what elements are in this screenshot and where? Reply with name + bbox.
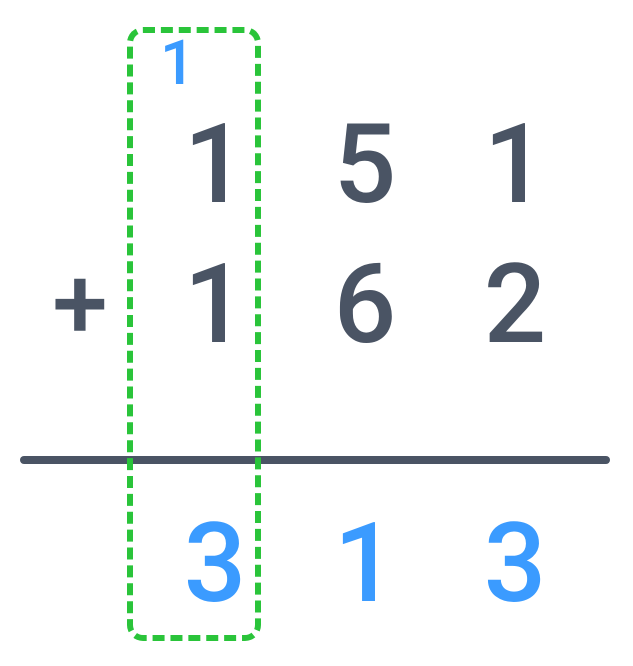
carry-hundreds: 1: [140, 33, 290, 95]
addition-problem: 1 1 5 1 + 1 6 2: [20, 25, 610, 375]
result-hundreds: 3: [140, 509, 290, 619]
operand2-row: + 1 6 2: [20, 235, 610, 375]
operand1-tens: 5: [290, 110, 440, 220]
operand1-ones: 1: [440, 110, 590, 220]
operand2-ones: 2: [440, 250, 590, 360]
result-ones: 3: [440, 509, 590, 619]
operand1-row: 1 5 1: [20, 95, 610, 235]
carry-row: 1: [20, 25, 610, 95]
result-row: 3 1 3: [20, 494, 590, 634]
operand1-hundreds: 1: [140, 110, 290, 220]
plus-operator: +: [20, 255, 140, 355]
operand2-tens: 6: [290, 250, 440, 360]
result-tens: 1: [290, 509, 440, 619]
operand2-hundreds: 1: [140, 250, 290, 360]
equals-line: [20, 456, 610, 464]
